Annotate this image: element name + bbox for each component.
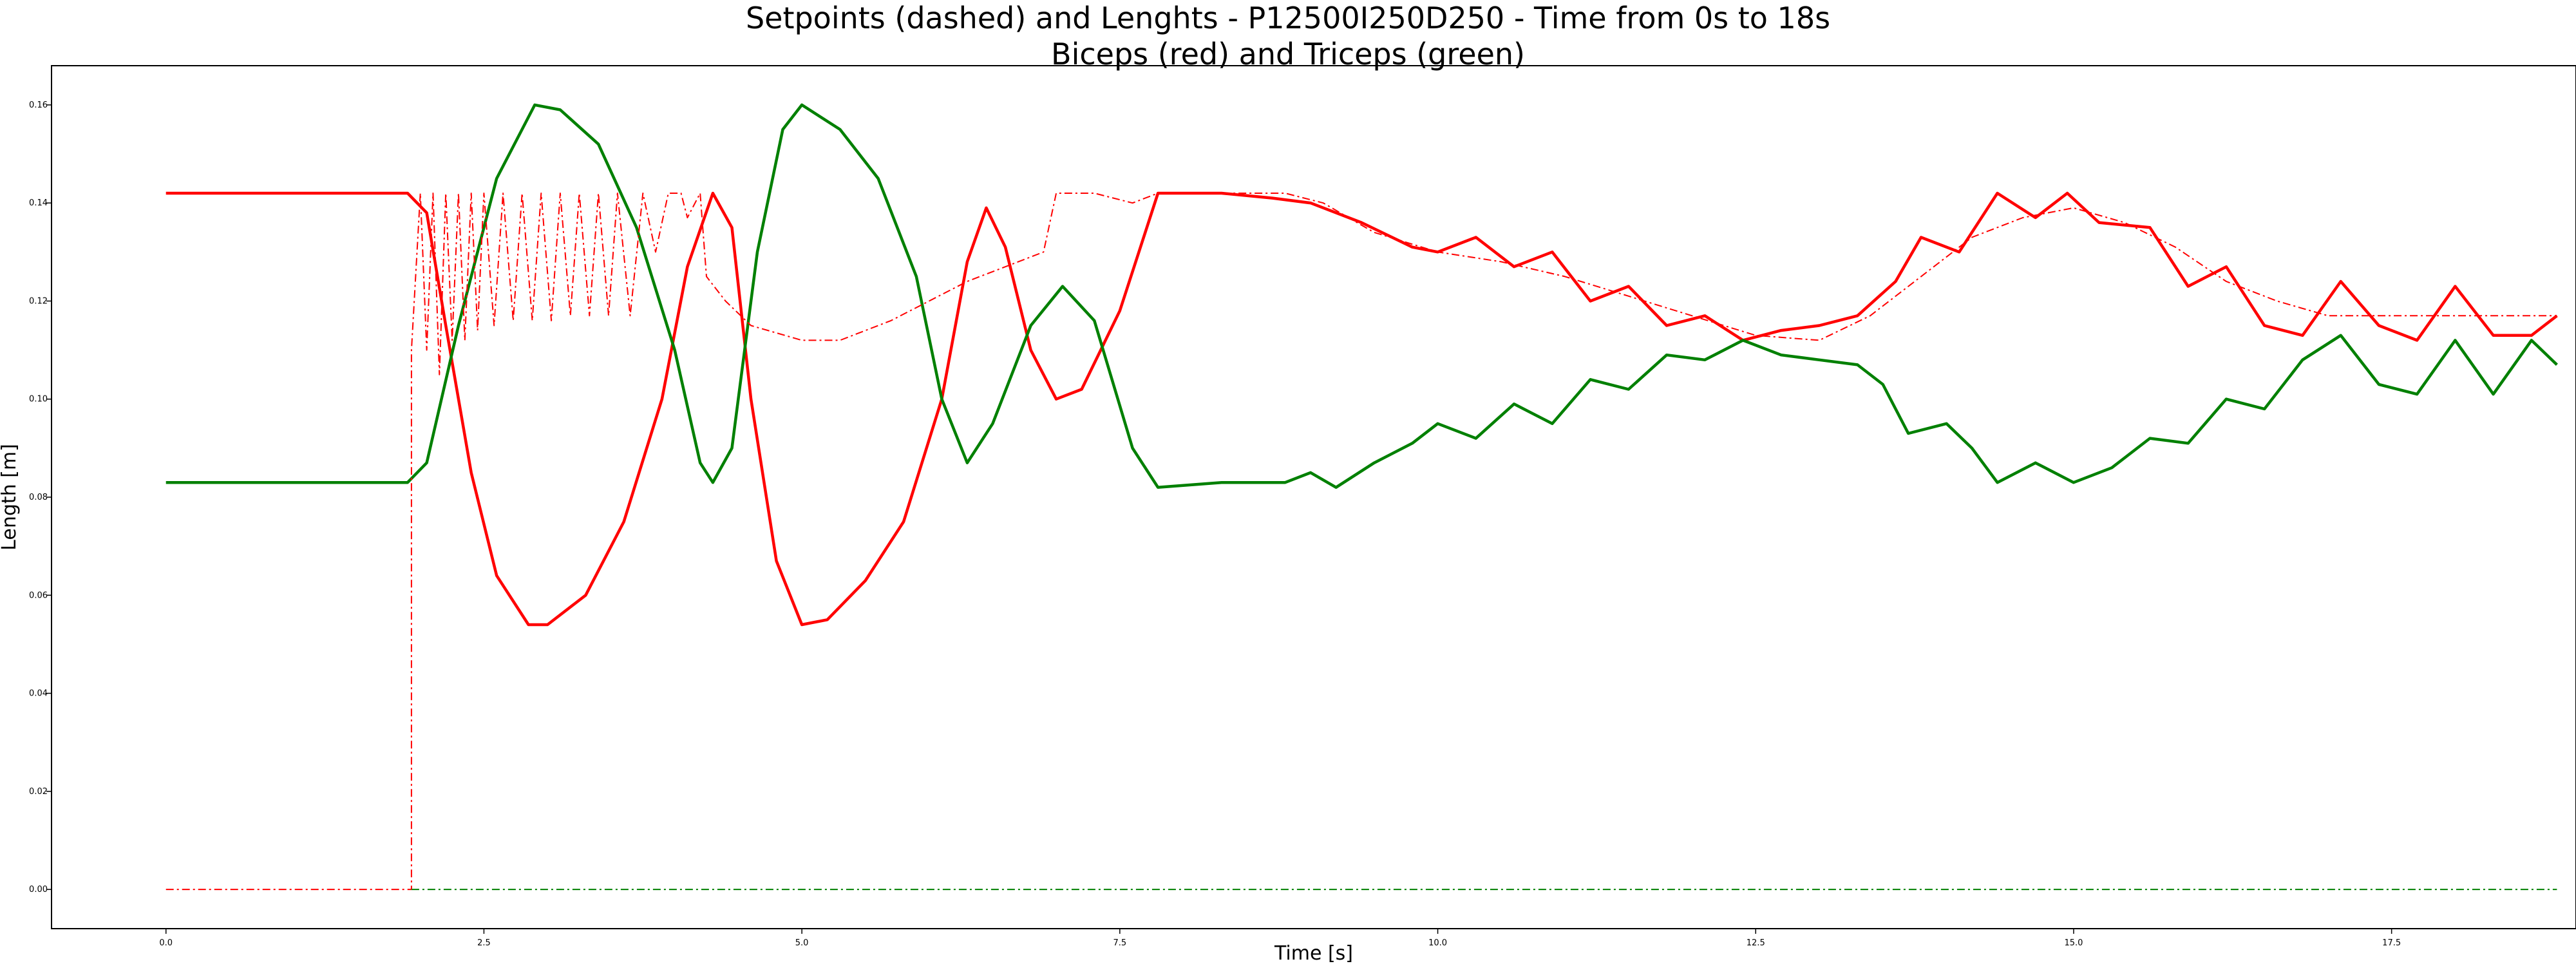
y-tick-label: 0.02 (29, 787, 48, 797)
x-tick-label: 15.0 (2064, 938, 2083, 948)
chart-title: Setpoints (dashed) and Lenghts - P12500I… (745, 1, 1831, 35)
length-line-green (166, 103, 2558, 489)
y-axis-label: Length [m] (0, 444, 21, 551)
setpoint-line-red (166, 193, 2557, 891)
x-tick-label: 10.0 (1428, 938, 1447, 948)
x-axis-label: Time [s] (1274, 942, 1353, 965)
y-tick-label: 0.08 (29, 493, 48, 502)
x-axis-ticks: 0.0 2.5 5.0 7.5 10.0 12.5 15.0 17.5 (159, 929, 2401, 948)
x-tick-label: 12.5 (1747, 938, 1765, 948)
y-axis-ticks: 0.00 0.02 0.04 0.06 0.08 0.10 0.12 0.14 0.16 (29, 100, 52, 895)
series-layer (166, 103, 2558, 891)
y-tick-label: 0.00 (29, 885, 48, 895)
y-tick-label: 0.04 (29, 689, 48, 699)
x-tick-label: 2.5 (477, 938, 491, 948)
y-tick-label: 0.06 (29, 591, 48, 600)
x-tick-label: 17.5 (2382, 938, 2401, 948)
x-tick-label: 7.5 (1113, 938, 1126, 948)
chart-title-block: Setpoints (dashed) and Lenghts - P12500I… (0, 0, 2576, 72)
plot-area-frame (51, 65, 2576, 929)
x-tick-label: 0.0 (159, 938, 173, 948)
y-tick-label: 0.10 (29, 395, 48, 404)
y-tick-label: 0.12 (29, 296, 48, 306)
length-line-red (166, 191, 2558, 627)
x-tick-label: 5.0 (795, 938, 809, 948)
y-tick-label: 0.16 (29, 100, 48, 110)
y-tick-label: 0.14 (29, 198, 48, 208)
